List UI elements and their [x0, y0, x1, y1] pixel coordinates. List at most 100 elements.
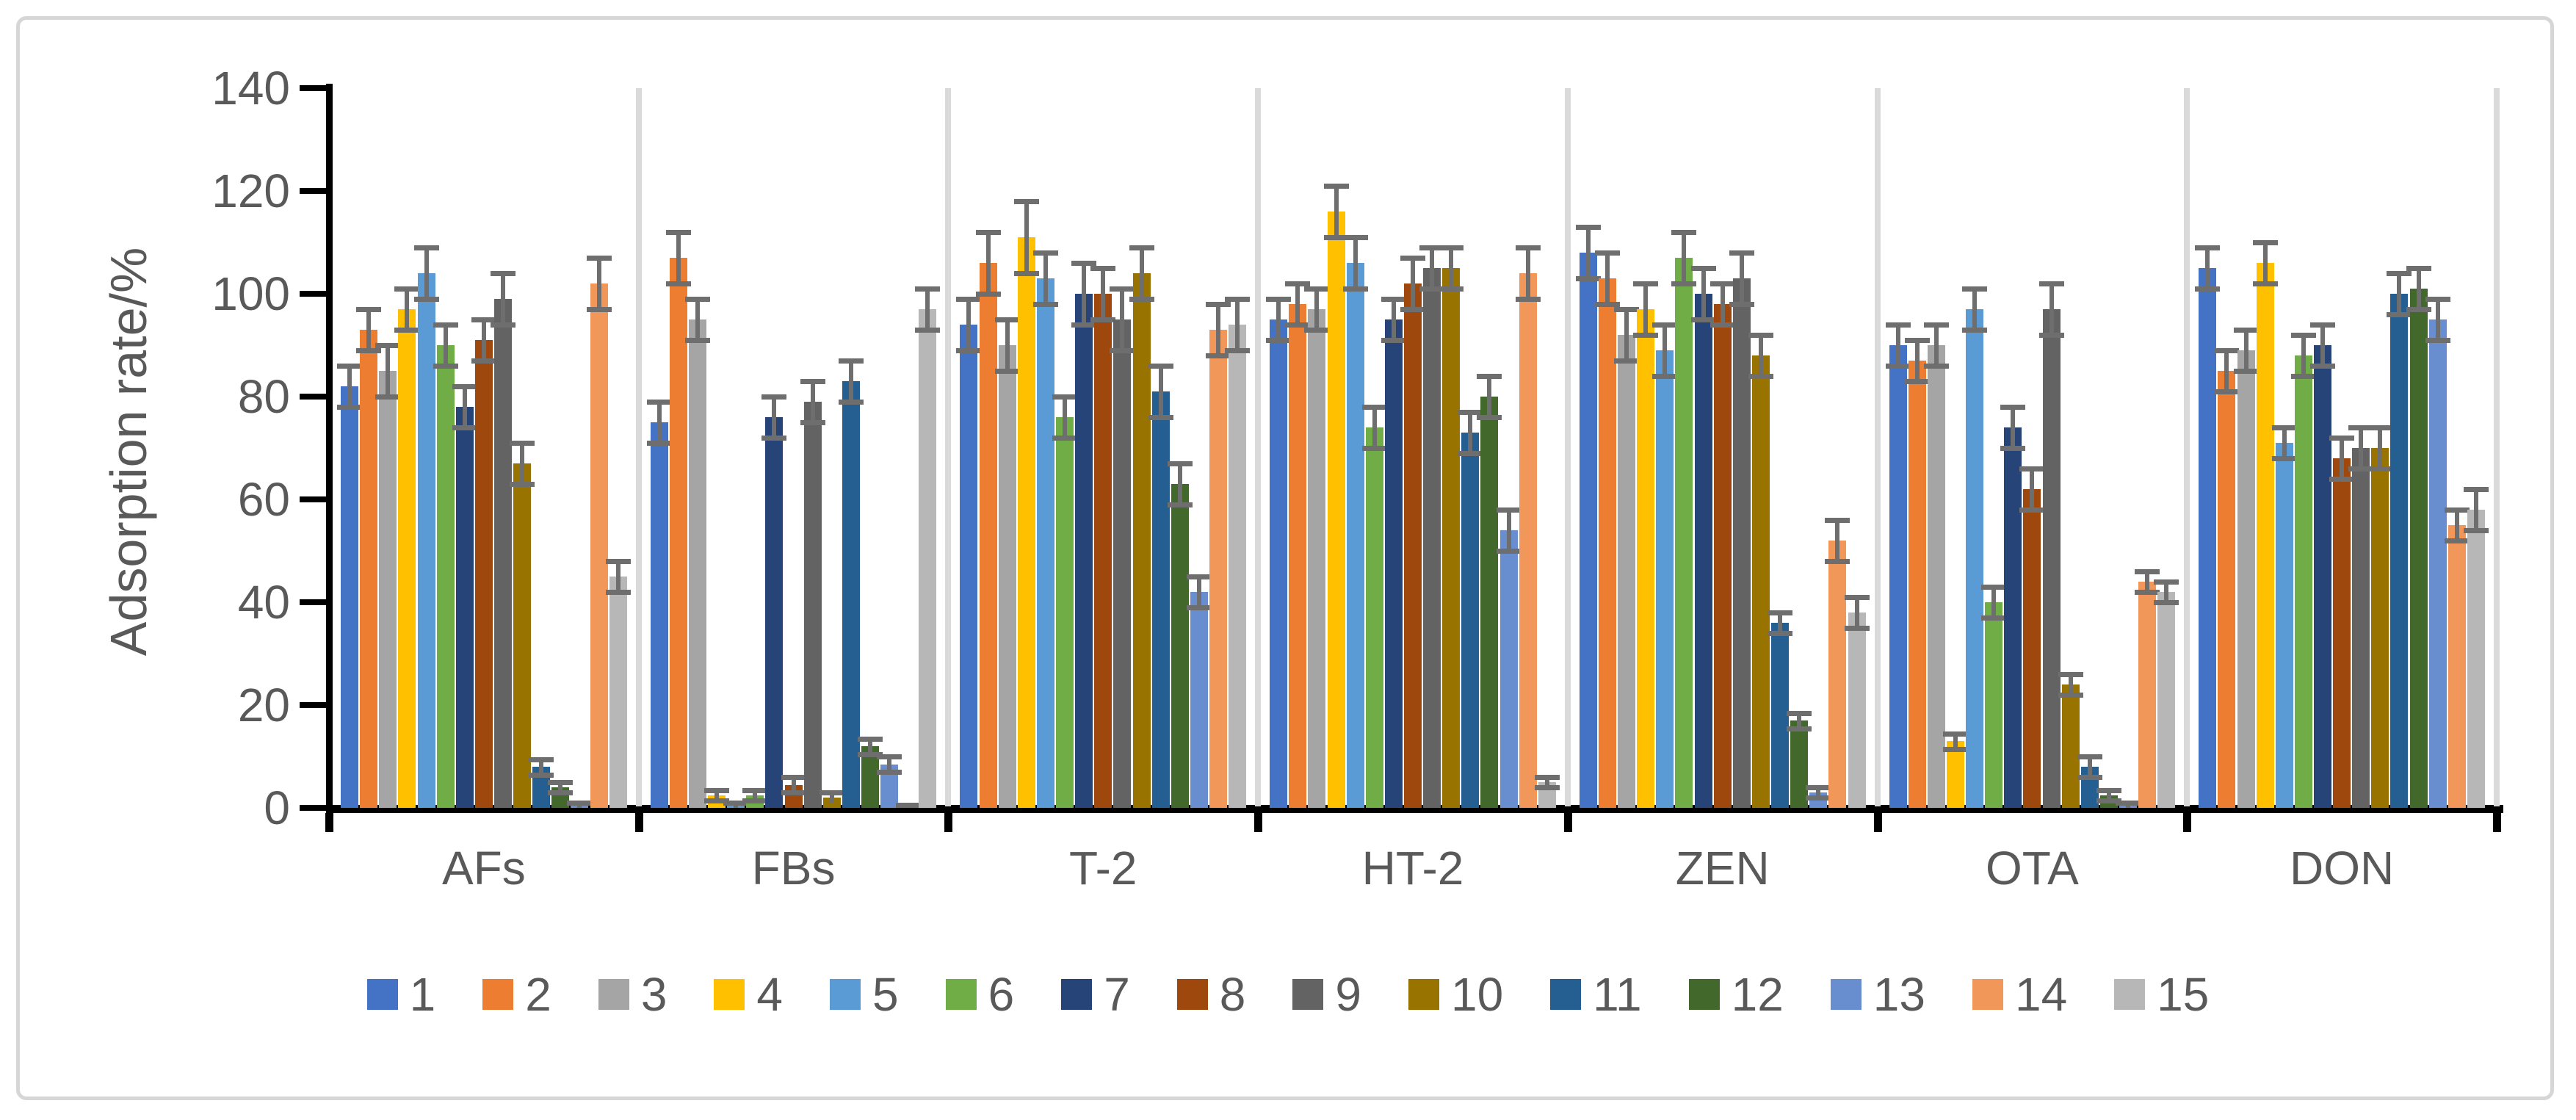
- legend-item-13: 13: [1830, 971, 1925, 1018]
- error-bar-cap-top: [2252, 240, 2278, 245]
- error-bar-cap-top: [1825, 518, 1850, 523]
- error-bar-cap-bottom: [1071, 322, 1097, 328]
- error-bar-cap-top: [2425, 297, 2450, 302]
- error-bar-cap-top: [2290, 333, 2316, 338]
- legend: 1 2 3 4 5 6 7 8 9 10 11 12 13 14 15: [0, 971, 2576, 1018]
- error-bar-cap-bottom: [1748, 374, 1773, 379]
- legend-label-12: 12: [1731, 968, 1784, 1021]
- error-bar-line: [2068, 674, 2073, 695]
- error-bar-cap-bottom: [548, 790, 574, 795]
- bar-ZEN-s7: [1694, 294, 1712, 808]
- bar-T-2-s8: [1094, 294, 1112, 808]
- legend-item-1: 1: [366, 971, 435, 1018]
- bar-OTA-s1: [1889, 345, 1907, 808]
- error-bar-cap-top: [1768, 610, 1793, 615]
- error-bar-cap-top: [1110, 286, 1135, 292]
- y-axis-tick: [300, 291, 328, 297]
- category-label-OTA: OTA: [1986, 842, 2079, 895]
- error-bar-cap-top: [1148, 364, 1173, 369]
- error-bar-line: [1101, 268, 1106, 319]
- error-bar-cap-bottom: [1477, 415, 1502, 420]
- bar-DON-s7: [2314, 345, 2332, 808]
- x-axis-line: [326, 805, 2503, 813]
- error-bar-cap-top: [337, 364, 363, 369]
- error-bar-cap-top: [510, 441, 535, 446]
- error-bar-cap-bottom: [1148, 415, 1173, 420]
- error-bar-cap-top: [915, 286, 941, 292]
- bar-T-2-s6: [1056, 417, 1074, 808]
- error-bar-cap-bottom: [838, 400, 864, 405]
- error-bar-cap-top: [956, 297, 982, 302]
- error-bar-cap-top: [646, 400, 672, 405]
- error-bar-line: [791, 777, 796, 792]
- error-bar-line: [424, 248, 429, 299]
- error-bar-cap-bottom: [2463, 528, 2489, 533]
- error-bar-line: [1005, 319, 1010, 371]
- error-bar-cap-top: [1400, 256, 1425, 261]
- error-bar-line: [1797, 712, 1802, 729]
- legend-swatch-8: [1176, 979, 1208, 1010]
- error-bar-line: [1235, 299, 1240, 350]
- error-bar-line: [1643, 283, 1649, 335]
- error-bar-line: [2011, 407, 2016, 448]
- error-bar-cap-bottom: [1595, 302, 1621, 307]
- category-separator: [945, 88, 952, 806]
- error-bar-line: [1972, 289, 1978, 330]
- error-bar-cap-bottom: [1323, 235, 1349, 240]
- category-separator: [1255, 88, 1262, 806]
- error-bar-cap-bottom: [1534, 785, 1560, 790]
- error-bar-line: [2397, 273, 2402, 314]
- error-bar-cap-top: [1266, 297, 1292, 302]
- legend-swatch-7: [1061, 979, 1093, 1010]
- error-bar-cap-bottom: [1710, 322, 1735, 328]
- legend-item-9: 9: [1292, 971, 1361, 1018]
- error-bar-line: [500, 273, 505, 325]
- error-bar-cap-top: [761, 394, 787, 400]
- error-bar-cap-top: [1595, 250, 1621, 256]
- legend-label-2: 2: [525, 968, 551, 1021]
- bar-T-2-s11: [1151, 391, 1170, 808]
- error-bar-cap-bottom: [1787, 726, 1812, 731]
- error-bar-line: [1624, 309, 1629, 361]
- error-bar-cap-top: [413, 245, 439, 250]
- error-bar-cap-top: [1534, 775, 1560, 780]
- error-bar-cap-bottom: [586, 307, 612, 312]
- error-bar-cap-top: [2077, 754, 2102, 759]
- bar-OTA-s14: [2138, 582, 2157, 808]
- error-bar-cap-top: [1361, 405, 1387, 410]
- bar-HT-2-s14: [1519, 273, 1537, 808]
- error-bar-line: [695, 299, 700, 340]
- error-bar-line: [925, 289, 930, 330]
- error-bar-line: [1933, 325, 1939, 366]
- error-bar-line: [1585, 227, 1591, 278]
- bar-T-2-s4: [1017, 237, 1035, 808]
- error-bar-cap-top: [1787, 710, 1812, 716]
- error-bar-cap-top: [2463, 487, 2489, 492]
- bar-DON-s6: [2294, 355, 2312, 808]
- y-axis-tick: [300, 394, 328, 400]
- legend-item-3: 3: [598, 971, 667, 1018]
- bar-DON-s3: [2237, 350, 2255, 808]
- error-bar-line: [1196, 577, 1201, 607]
- bar-FBs-s2: [669, 258, 687, 808]
- bar-HT-2-s10: [1442, 268, 1461, 808]
- bar-AFs-s6: [436, 345, 455, 808]
- bar-AFs-s7: [455, 407, 474, 808]
- legend-item-15: 15: [2114, 971, 2209, 1018]
- bar-DON-s15: [2467, 510, 2485, 808]
- error-bar-cap-bottom: [2135, 590, 2160, 595]
- y-tick-label: 20: [237, 679, 290, 731]
- error-bar-cap-top: [2329, 436, 2355, 441]
- error-bar-cap-bottom: [1942, 746, 1968, 752]
- y-tick-label: 140: [211, 62, 290, 115]
- bar-DON-s1: [2199, 268, 2217, 808]
- error-bar-line: [2282, 427, 2287, 458]
- error-bar-line: [1778, 613, 1783, 633]
- error-bar-line: [1334, 186, 1339, 237]
- error-bar-cap-bottom: [356, 348, 382, 353]
- error-bar-cap-top: [1981, 585, 2007, 590]
- error-bar-cap-bottom: [1266, 338, 1292, 343]
- error-bar-cap-top: [896, 802, 922, 808]
- bar-ZEN-s12: [1790, 720, 1809, 808]
- bar-ZEN-s15: [1848, 613, 1866, 808]
